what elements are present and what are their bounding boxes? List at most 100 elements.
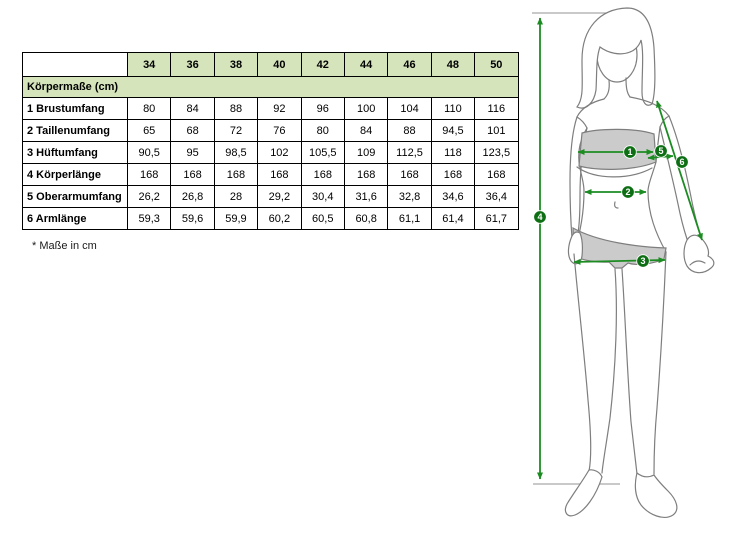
table-row: 5 Oberarmumfang 26,2 26,8 28 29,2 30,4 3… — [22, 185, 519, 208]
row-label: 4 Körperlänge — [22, 163, 128, 186]
size-column-header: 36 — [170, 52, 215, 77]
table-row: 1 Brustumfang 80 84 88 92 96 100 104 110… — [22, 97, 519, 120]
measurement-value: 84 — [170, 97, 215, 120]
svg-text:2: 2 — [625, 187, 630, 197]
footnote: * Maße in cm — [32, 240, 97, 252]
measurement-value: 168 — [474, 163, 519, 186]
measurement-value: 61,7 — [474, 207, 519, 230]
row-label: 5 Oberarmumfang — [22, 185, 128, 208]
size-column-header: 38 — [213, 52, 259, 77]
measurement-value: 80 — [300, 119, 345, 142]
measurement-value: 110 — [430, 97, 476, 120]
thumb-line — [689, 260, 706, 266]
measurement-marker-5: 5 — [654, 144, 668, 158]
torso-left — [573, 127, 588, 253]
measurement-value: 84 — [343, 119, 389, 142]
row-label: 2 Taillenumfang — [22, 119, 128, 142]
measurement-value: 101 — [474, 119, 519, 142]
measurement-value: 28 — [213, 185, 259, 208]
measurement-value: 168 — [343, 163, 389, 186]
measurement-value: 61,1 — [387, 207, 432, 230]
measurement-value: 59,6 — [170, 207, 215, 230]
measurement-value: 68 — [170, 119, 215, 142]
woman-outline — [564, 7, 715, 518]
section-header: Körpermaße (cm) — [22, 76, 519, 98]
measurement-value: 168 — [300, 163, 345, 186]
measurement-value: 26,8 — [170, 185, 215, 208]
size-column-header: 42 — [300, 52, 345, 77]
size-column-header: 44 — [343, 52, 389, 77]
right-hand — [683, 234, 715, 274]
corner-cell — [22, 52, 128, 77]
measurement-value: 26,2 — [126, 185, 172, 208]
table-row: 3 Hüftumfang 90,5 95 98,5 102 105,5 109 … — [22, 141, 519, 164]
measurement-value: 61,4 — [430, 207, 476, 230]
measurement-value: 34,6 — [430, 185, 476, 208]
measurement-marker-4: 4 — [533, 210, 547, 224]
measurement-value: 112,5 — [387, 141, 432, 164]
svg-text:4: 4 — [537, 212, 542, 222]
left-foot — [564, 469, 603, 517]
hip-arrow — [573, 257, 666, 265]
measurement-value: 116 — [474, 97, 519, 120]
table-row: 4 Körperlänge 168 168 168 168 168 168 16… — [22, 163, 519, 186]
measurement-value: 72 — [213, 119, 259, 142]
right-foot — [634, 471, 678, 518]
body-measurement-figure: 1 2 3 4 5 6 — [532, 7, 715, 518]
measurement-value: 168 — [213, 163, 259, 186]
measurement-value: 59,9 — [213, 207, 259, 230]
measurement-value: 60,2 — [257, 207, 302, 230]
left-hand — [567, 231, 583, 265]
size-table: 34 36 38 40 42 44 46 48 50 Körpermaße (c… — [22, 52, 519, 230]
measurement-value: 88 — [387, 119, 432, 142]
measurement-value: 90,5 — [126, 141, 172, 164]
size-column-header: 46 — [387, 52, 432, 77]
size-column-header: 40 — [257, 52, 302, 77]
underband-curve — [576, 166, 653, 178]
measurement-value: 59,3 — [126, 207, 172, 230]
measurement-value: 29,2 — [257, 185, 302, 208]
section-header-row: Körpermaße (cm) — [22, 76, 519, 98]
measurement-marker-6: 6 — [675, 155, 689, 169]
right-leg-outer — [653, 251, 667, 475]
measurement-value: 30,4 — [300, 185, 345, 208]
left-leg-outer — [573, 253, 592, 472]
measurement-value: 92 — [257, 97, 302, 120]
measurement-marker-3: 3 — [636, 254, 650, 268]
arm-length-arrow — [656, 100, 703, 241]
hair — [576, 7, 656, 109]
measurement-value: 31,6 — [343, 185, 389, 208]
size-column-header: 48 — [430, 52, 476, 77]
measurement-value: 168 — [387, 163, 432, 186]
measurement-value: 105,5 — [300, 141, 345, 164]
measurement-value: 96 — [300, 97, 345, 120]
measurement-value: 100 — [343, 97, 389, 120]
measurement-value: 168 — [126, 163, 172, 186]
measurement-value: 168 — [430, 163, 476, 186]
measurement-value: 98,5 — [213, 141, 259, 164]
row-label: 6 Armlänge — [22, 207, 128, 230]
right-leg-inner — [621, 268, 638, 475]
row-label: 1 Brustumfang — [22, 97, 128, 120]
measurement-value: 36,4 — [474, 185, 519, 208]
table-row: 6 Armlänge 59,3 59,6 59,9 60,2 60,5 60,8… — [22, 207, 519, 230]
measurement-value: 123,5 — [474, 141, 519, 164]
measurement-value: 102 — [257, 141, 302, 164]
neck-right — [625, 77, 631, 98]
size-column-header: 34 — [126, 52, 172, 77]
svg-text:1: 1 — [627, 147, 632, 157]
measurement-value: 80 — [126, 97, 172, 120]
measurement-value: 88 — [213, 97, 259, 120]
size-column-header: 50 — [474, 52, 519, 77]
left-arm-outer — [569, 116, 578, 239]
measurement-value: 60,8 — [343, 207, 389, 230]
table-row: 2 Taillenumfang 65 68 72 76 80 84 88 94,… — [22, 119, 519, 142]
measurement-value: 104 — [387, 97, 432, 120]
measurement-marker-2: 2 — [621, 185, 635, 199]
left-armpit — [576, 116, 588, 129]
svg-text:6: 6 — [679, 157, 684, 167]
neck-left — [603, 79, 610, 100]
row-label: 3 Hüftumfang — [22, 141, 128, 164]
left-leg-inner — [601, 268, 617, 474]
